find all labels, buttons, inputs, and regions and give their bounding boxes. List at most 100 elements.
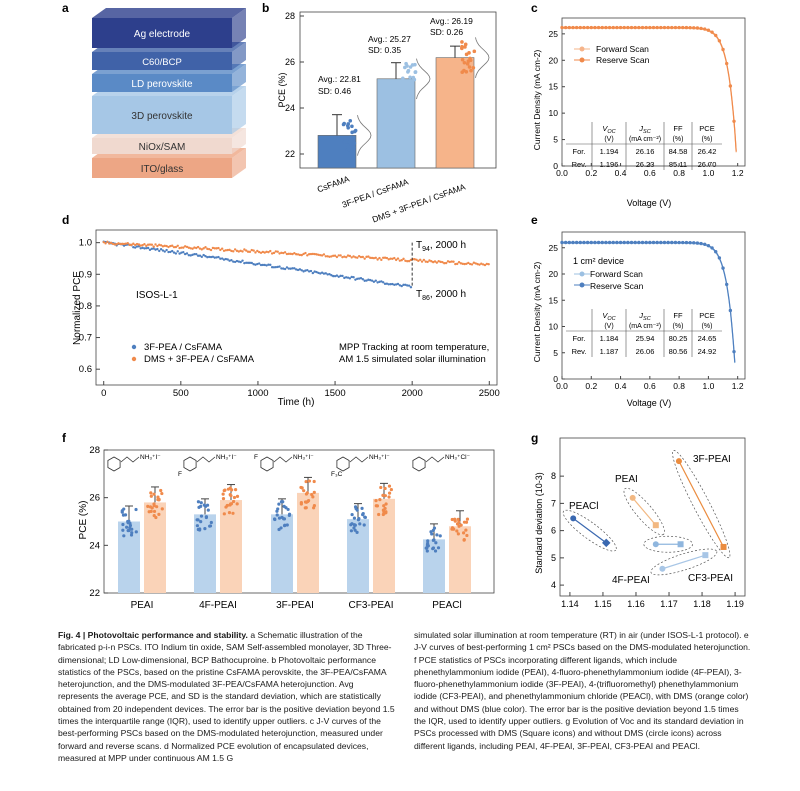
figure-canvas: a b c d e f g ITO/glass NiOx/SAM 3D perovs… — [62, 1, 746, 611]
d-data-point — [430, 260, 433, 263]
d-data-point — [230, 259, 233, 262]
d-data-point — [454, 262, 457, 266]
d-data-point — [265, 264, 268, 267]
d-data-point — [233, 260, 237, 264]
jv-reverse-point — [662, 25, 667, 30]
f-data-point — [276, 507, 280, 511]
table-cell: Rev. — [572, 160, 587, 169]
f-data-point — [279, 500, 284, 504]
d-data-point — [470, 263, 474, 266]
d-t94-label: T94, 2000 h — [416, 240, 466, 253]
b-data-point — [350, 130, 354, 135]
d-data-point — [183, 252, 187, 256]
d-data-point — [167, 250, 170, 254]
f-bar — [297, 492, 319, 593]
f-data-point — [233, 488, 238, 492]
g-point-with-dms — [677, 541, 684, 548]
d-legend-dms: DMS + 3F-PEA / CsFAMA — [144, 354, 255, 365]
layer-front — [92, 158, 232, 178]
b-bar — [435, 57, 475, 169]
d-data-point — [422, 258, 426, 262]
f-data-point — [387, 491, 392, 495]
f-data-point — [304, 479, 308, 484]
d-data-point — [330, 255, 333, 258]
d-data-point — [365, 255, 368, 259]
b-data-point — [342, 140, 347, 144]
d-data-point — [424, 260, 427, 263]
f-data-point — [383, 494, 387, 498]
jv-reverse-point — [699, 26, 703, 31]
d-data-point — [443, 262, 446, 265]
d-data-point — [289, 267, 292, 270]
jv-reverse-point — [600, 25, 604, 30]
f-data-point — [349, 523, 353, 527]
g-connector — [572, 517, 607, 544]
f-data-point — [272, 517, 277, 521]
jv-xtick: 0.4 — [615, 168, 627, 178]
d-ytick: 0.7 — [79, 333, 92, 344]
d-data-point — [165, 248, 168, 252]
f-data-point — [304, 506, 308, 510]
f-data-point — [455, 529, 459, 533]
table-cell: 84.58 — [669, 147, 688, 156]
f-data-point — [224, 505, 228, 509]
g-xtick: 1.16 — [627, 599, 645, 609]
f-data-point — [450, 517, 454, 522]
f-data-point — [438, 534, 442, 538]
g-ytick: 5 — [551, 553, 556, 563]
d-data-point — [348, 277, 352, 280]
d-data-point — [143, 243, 146, 246]
d-data-point — [335, 274, 339, 277]
d-data-point — [352, 276, 355, 279]
d-data-point — [219, 248, 222, 252]
f-data-point — [384, 511, 388, 515]
b-ytick: 22 — [285, 149, 295, 159]
jv-xtick: 1.0 — [702, 381, 714, 391]
d-data-point — [224, 257, 228, 261]
d-data-point — [294, 253, 298, 256]
d-data-point — [404, 283, 407, 286]
b-data-point — [404, 61, 408, 66]
d-data-point — [278, 265, 281, 268]
d-data-point — [307, 270, 311, 273]
f-data-point — [431, 547, 435, 551]
g-label-cf3: CF3-PEAI — [688, 573, 733, 584]
d-data-point — [337, 275, 340, 278]
d-data-point — [407, 259, 411, 263]
jv-reverse-point — [651, 25, 656, 30]
d-data-point — [363, 279, 366, 282]
d-data-point — [226, 248, 229, 252]
f-data-point — [353, 523, 357, 527]
d-data-point — [161, 245, 165, 248]
jv-legend-marker — [579, 271, 585, 277]
jv-reverse-point — [710, 246, 714, 250]
jv-ytick: 10 — [549, 322, 559, 332]
d-data-point — [396, 257, 400, 260]
jv-reverse-point — [589, 240, 593, 245]
d-data-point — [121, 242, 124, 246]
f-data-point — [275, 513, 279, 517]
f-data-point — [299, 501, 303, 505]
d-t86-label: T86, 2000 h — [416, 289, 466, 302]
d-data-point — [483, 263, 487, 267]
b-data-point — [468, 58, 473, 63]
d-data-point — [163, 250, 166, 253]
jv-reverse-point — [714, 33, 718, 38]
jv-xtick: 0.2 — [585, 381, 597, 391]
d-data-point — [143, 247, 146, 250]
d-data-point — [154, 248, 157, 251]
d-data-point — [346, 276, 350, 279]
d-data-point — [226, 258, 229, 261]
f-data-point — [374, 504, 378, 508]
f-category-label: 4F-PEAI — [199, 600, 237, 611]
caption-left: Fig. 4 | Photovoltaic performance and st… — [58, 629, 396, 764]
g-connector — [678, 460, 725, 548]
layer-top — [92, 8, 246, 18]
d-data-point — [211, 255, 215, 258]
d-data-point — [256, 249, 259, 253]
jv-reverse-point — [695, 241, 700, 245]
d-data-point — [195, 253, 198, 256]
d-data-point — [283, 267, 287, 271]
jv-reverse-point — [604, 25, 608, 30]
d-t94-label-text: T — [416, 240, 422, 251]
